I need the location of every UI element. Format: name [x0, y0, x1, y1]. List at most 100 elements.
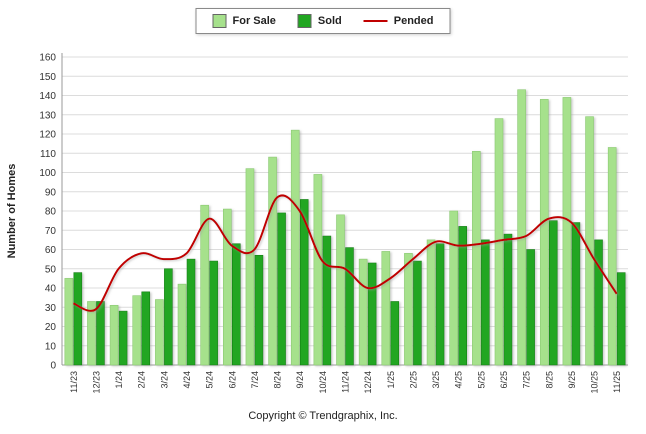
x-tick-label: 3/24	[159, 371, 169, 389]
x-tick-label: 9/25	[567, 371, 577, 389]
y-axis-title: Number of Homes	[6, 163, 18, 259]
x-tick-label: 12/23	[91, 371, 101, 394]
for-sale-bar	[200, 204, 209, 366]
legend-item-pended: Pended	[363, 15, 434, 27]
x-tick-label: 10/24	[318, 371, 328, 394]
copyright-text: Copyright © Trendgraphix, Inc.	[248, 410, 398, 422]
for-sale-bar	[336, 214, 345, 366]
pended-line-icon	[363, 20, 388, 22]
sold-swatch-icon	[297, 14, 312, 28]
sold-bar	[209, 260, 218, 366]
y-tick-label: 160	[39, 53, 56, 64]
x-tick-label: 5/25	[476, 371, 486, 389]
for-sale-bar	[517, 89, 526, 366]
x-tick-label: 1/25	[386, 371, 396, 389]
for-sale-bar	[64, 278, 74, 366]
sold-bar	[164, 268, 173, 366]
for-sale-bar	[177, 283, 187, 366]
legend-label-sold: Sold	[317, 15, 342, 27]
for-sale-bar	[290, 129, 300, 366]
pended-line	[72, 194, 618, 312]
x-tick-label: 3/25	[431, 371, 441, 389]
for-sale-bar	[132, 295, 142, 366]
sold-bar	[232, 243, 241, 366]
y-tick-label: 40	[45, 284, 57, 295]
y-tick-label: 50	[45, 264, 57, 275]
for-sale-bar	[472, 151, 481, 366]
for-sale-bar	[87, 301, 96, 366]
sold-bar	[254, 254, 264, 366]
legend-label-pended: Pended	[393, 15, 434, 27]
y-tick-label: 140	[39, 91, 56, 102]
for-sale-bar	[155, 299, 164, 366]
x-tick-label: 8/24	[273, 371, 283, 389]
for-sale-bar	[358, 258, 368, 366]
for-sale-bar	[381, 251, 391, 366]
for-sale-bar	[539, 99, 549, 366]
x-tick-label: 5/24	[205, 371, 215, 389]
sold-bar	[571, 222, 581, 366]
for-sale-bar	[313, 174, 323, 366]
x-tick-label: 11/24	[341, 371, 351, 393]
sold-bar	[73, 272, 83, 366]
for-sale-bar	[426, 239, 436, 366]
legend: For Sale Sold Pended	[195, 8, 451, 34]
y-tick-label: 120	[39, 130, 56, 141]
y-tick-label: 60	[45, 245, 57, 256]
x-tick-label: 6/25	[499, 371, 509, 389]
for-sale-bar	[585, 116, 594, 366]
sold-bar	[390, 301, 400, 366]
sold-bar	[481, 239, 490, 366]
sold-bar	[616, 272, 626, 366]
for-sale-bar	[245, 168, 255, 366]
x-tick-label: 1/24	[114, 371, 124, 389]
sold-bar	[435, 243, 445, 366]
for-sale-bar	[109, 305, 119, 366]
y-tick-label: 80	[45, 207, 57, 218]
sold-bar	[345, 247, 354, 366]
sold-bar	[299, 199, 309, 366]
sold-bar	[594, 239, 603, 366]
sold-bar	[413, 260, 422, 366]
sold-bar	[118, 310, 128, 366]
x-tick-label: 8/25	[544, 371, 554, 389]
for-sale-swatch-icon	[212, 14, 227, 28]
x-tick-label: 7/25	[522, 371, 532, 389]
sold-bar	[548, 220, 558, 366]
bars-layer	[64, 89, 626, 366]
for-sale-bar	[223, 208, 232, 366]
y-tick-label: 30	[45, 303, 57, 314]
x-tick-label: 6/24	[227, 371, 237, 389]
y-tick-label: 100	[39, 168, 56, 179]
y-tick-label: 130	[39, 110, 56, 121]
legend-label-for-sale: For Sale	[232, 15, 276, 27]
sold-bar	[503, 233, 513, 366]
for-sale-bar	[449, 210, 459, 366]
x-tick-label: 11/25	[612, 371, 622, 393]
for-sale-bar	[404, 253, 413, 366]
for-sale-bar	[562, 97, 572, 366]
sold-bar	[526, 249, 535, 366]
x-tick-label: 12/24	[363, 371, 373, 394]
for-sale-bar	[268, 156, 277, 366]
y-tick-label: 110	[40, 149, 56, 160]
sold-bar	[367, 262, 377, 366]
y-tick-label: 20	[45, 322, 57, 333]
sold-bar	[322, 235, 332, 366]
x-tick-label: 10/25	[590, 371, 600, 394]
sold-bar	[458, 226, 468, 366]
y-tick-label: 10	[45, 341, 57, 352]
legend-item-sold: Sold	[297, 14, 342, 28]
y-tick-label: 70	[45, 226, 57, 237]
x-tick-label: 2/24	[137, 371, 147, 389]
sold-bar	[96, 301, 105, 366]
sold-bar	[277, 212, 286, 366]
legend-item-for-sale: For Sale	[212, 14, 276, 28]
sold-bar	[186, 258, 196, 366]
y-tick-label: 0	[50, 361, 56, 372]
x-tick-label: 9/24	[295, 371, 305, 389]
x-tick-label: 11/23	[69, 371, 79, 393]
x-tick-label: 7/24	[250, 371, 260, 389]
